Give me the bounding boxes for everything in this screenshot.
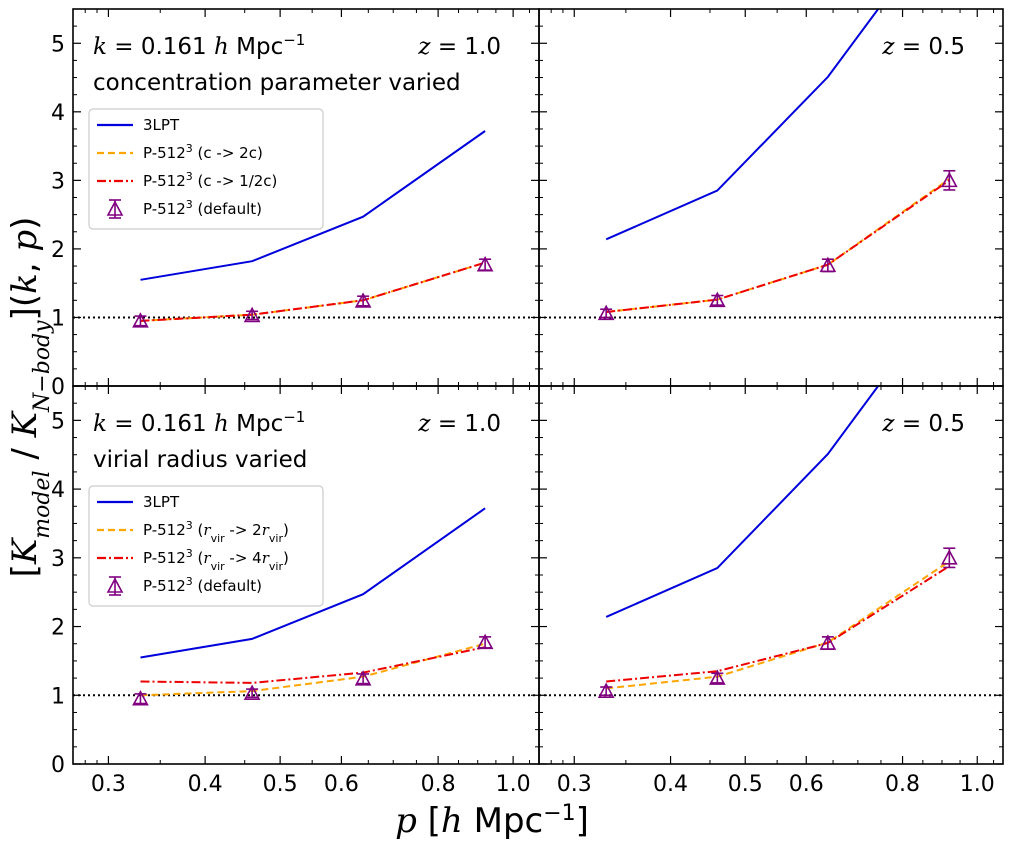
series-line-v2 [606,179,950,313]
x-tick-label: 0.3 [557,772,592,797]
legend-box [88,485,324,607]
marker-triangle [940,171,958,188]
panel-2: z = 0.5 [538,8,1004,387]
y-tick-label: 1 [51,306,65,331]
x-tick-label: 0.5 [263,772,298,797]
y-tick-label: 0 [51,375,65,400]
marker-triangle [476,633,494,650]
panel-frame [538,385,1004,765]
legend-box [88,108,324,230]
legend-swatch-triangle [106,577,124,593]
panel-4: 0.3 0.4 0.5 0.6 0.8 1.0 z = 0.5 [538,385,1004,797]
legend-swatch-triangle [106,200,124,216]
x-tick-label: 0.4 [188,772,223,797]
series-line-v2 [140,646,486,684]
marker-triangle [819,634,837,650]
panel-frame [538,8,1004,387]
series-line-v1 [606,560,950,690]
panel-description: virial radius varied [93,447,307,473]
legend-label: P-5123 (c -> 1/2c) [143,170,277,191]
marker-triangle [597,682,615,698]
marker-triangle [940,549,958,565]
series-group [132,507,494,706]
x-tick-label: 0.6 [789,772,824,797]
y-tick-label: 5 [51,409,65,434]
y-tick-label: 1 [51,684,65,709]
legend-label: P-5123 (rvir -> 4rvir) [143,547,289,573]
redshift-label: z = 0.5 [881,34,965,60]
y-axis-label: [Kmodel / KN−body](k, p) [5,217,55,578]
legend: 3LPT P-5123 (c -> 2c) P-5123 (c -> 1/2c) P-… [88,108,324,230]
y-tick-label: 3 [51,547,65,572]
redshift-label: z = 1.0 [417,411,501,437]
series-group [597,386,958,698]
marker-triangle [243,306,261,323]
marker-triangle [708,669,726,685]
legend-label: P-5123 (default) [143,575,262,596]
x-axis-label: p [h Mpc−1] [395,801,589,842]
redshift-label: z = 1.0 [417,34,501,60]
series-line-v2 [606,565,950,683]
x-tick-label: 0.3 [91,772,126,797]
ticks [539,386,1003,765]
series-group [132,130,494,328]
legend-label: P-5123 (c -> 2c) [143,142,263,163]
x-tick-label: 0.4 [653,772,688,797]
legend-label: 3LPT [143,116,180,134]
x-tick-label: 0.5 [728,772,763,797]
marker-triangle [354,292,372,308]
marker-triangle [354,670,372,686]
series-line-lpt [605,9,880,241]
panels-layer: 0 1 2 3 4 5 k = 0.161 h Mpc−1 z = 1.0 concentrat… [51,8,1004,797]
panel-description: concentration parameter varied [93,70,461,96]
y-tick-label: 2 [51,238,65,263]
series-line-v2 [140,261,486,322]
k-label: k = 0.161 h Mpc−1 [93,408,305,437]
x-tick-label: 0.8 [885,772,920,797]
marker-triangle [819,256,837,273]
series-line-lpt [605,386,880,618]
series-line-lpt [140,507,486,659]
legend: 3LPT P-5123 (rvir -> 2rvir)P-5123 (rvir -… [88,485,324,607]
marker-triangle [708,291,726,308]
y-tick-label: 2 [51,616,65,641]
marker-triangle [476,255,494,272]
y-tick-label: 5 [51,32,65,57]
legend-label: P-5123 (rvir -> 2rvir) [143,519,289,545]
marker-triangle [132,690,149,706]
x-tick-label: 1.0 [496,772,531,797]
series-line-v1 [606,178,950,313]
legend-label: P-5123 (default) [143,198,262,219]
x-tick-label: 1.0 [960,772,995,797]
marker-triangle [132,312,149,328]
x-tick-label: 0.8 [421,772,456,797]
series-group [597,9,958,321]
y-tick-label: 3 [51,169,65,194]
series-line-v1 [140,642,486,697]
y-tick-label: 4 [51,478,65,503]
panel-3: 0 1 2 3 4 5 0.3 0.4 0.5 0.6 0.8 1.0 k = 0.161 h Mpc−… [51,385,540,797]
legend-label: 3LPT [143,493,180,511]
panel-1: 0 1 2 3 4 5 k = 0.161 h Mpc−1 z = 1.0 concentrat… [51,8,540,400]
x-tick-label: 0.6 [324,772,359,797]
redshift-label: z = 0.5 [881,411,965,437]
ticks [539,9,1003,387]
y-tick-label: 4 [51,101,65,126]
series-line-lpt [140,130,486,281]
marker-triangle [243,684,261,701]
k-label: k = 0.161 h Mpc−1 [93,31,305,60]
y-tick-label: 0 [51,753,65,778]
marker-triangle [597,304,615,321]
